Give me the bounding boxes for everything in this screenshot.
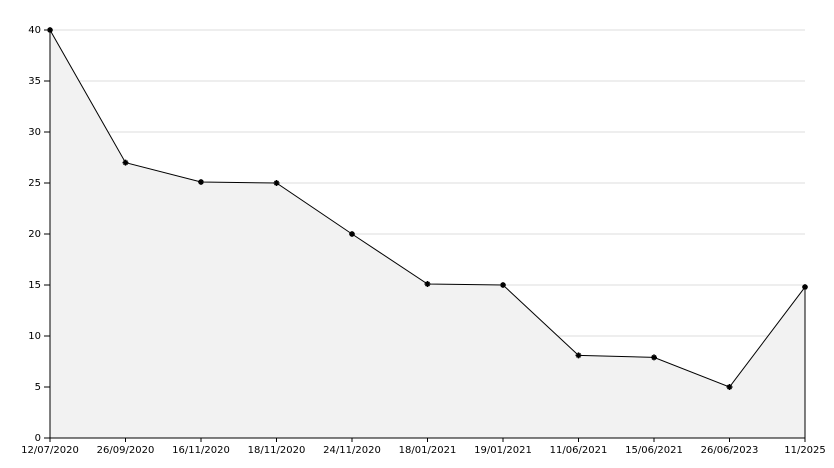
y-tick-label: 20 bbox=[28, 229, 41, 240]
point bbox=[349, 231, 355, 237]
point bbox=[651, 354, 657, 361]
x-tick-label: 15/06/2021 bbox=[625, 445, 683, 456]
y-tick-label: 30 bbox=[28, 127, 41, 138]
point bbox=[122, 159, 129, 166]
y-tick-label: 0 bbox=[35, 433, 41, 444]
x-tick-label: 18/11/2020 bbox=[248, 445, 306, 456]
x-tick-label: 16/11/2020 bbox=[172, 445, 230, 456]
x-tick-label: 11/2025 bbox=[784, 445, 826, 456]
y-tick-label: 35 bbox=[28, 76, 41, 87]
y-tick-label: 40 bbox=[28, 25, 41, 36]
point bbox=[198, 178, 204, 185]
x-tick-label: 18/01/2021 bbox=[399, 445, 457, 456]
x-tick-label: 26/09/2020 bbox=[97, 445, 155, 456]
y-tick-label: 5 bbox=[35, 382, 41, 393]
x-tick-label: 11/06/2021 bbox=[550, 445, 608, 456]
point bbox=[575, 352, 582, 359]
point bbox=[726, 384, 733, 390]
x-tick-label: 24/11/2020 bbox=[323, 445, 381, 456]
x-tick-label: 12/07/2020 bbox=[21, 445, 79, 456]
y-tick-label: 10 bbox=[28, 331, 41, 342]
y-tick-label: 15 bbox=[28, 280, 41, 291]
point bbox=[802, 284, 808, 291]
point bbox=[424, 280, 431, 287]
x-tick-label: 26/06/2023 bbox=[701, 445, 759, 456]
y-tick-label: 25 bbox=[28, 178, 41, 189]
area bbox=[50, 30, 805, 438]
point bbox=[273, 180, 280, 186]
point bbox=[500, 282, 506, 288]
x-tick-label: 19/01/2021 bbox=[474, 445, 532, 456]
